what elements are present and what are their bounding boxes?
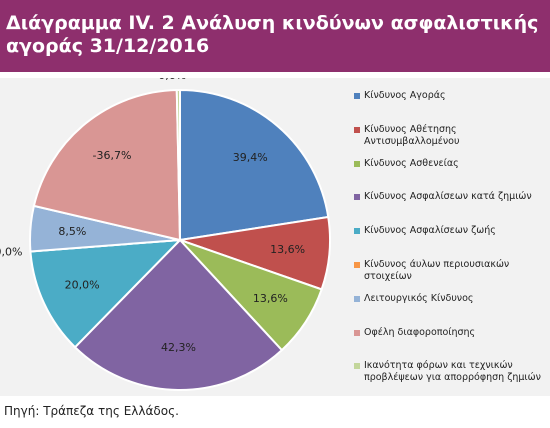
pie-slice: [32, 89, 182, 242]
legend-label: Ικανότητα φόρων και τεχνικών προβλέψεων …: [364, 360, 541, 384]
data-label: -36,7%: [92, 149, 131, 162]
source: Πηγή: Τράπεζα της Ελλάδος.: [4, 404, 179, 418]
data-label: 13,6%: [253, 292, 288, 305]
data-label: 42,3%: [161, 341, 196, 354]
data-label: 20,0%: [65, 279, 100, 292]
data-label: 39,4%: [233, 151, 268, 164]
legend-label: Οφέλη διαφοροποίησης: [364, 326, 476, 338]
pie-slice: [73, 238, 284, 391]
plot-area: 39,4% 13,6% 13,6% 42,3% 20,0% 0,0% 8,5% -36,7% -…: [0, 78, 550, 396]
pie-slice: [29, 238, 183, 349]
legend-label: Κίνδυνος Ασφαλίσεων κατά ζημιών: [364, 191, 532, 203]
legend-swatch: [354, 262, 360, 268]
pie-slice: [179, 88, 330, 242]
legend-label: Κίνδυνος Ασφαλίσεων ζωής: [364, 225, 496, 237]
legend-label: Κίνδυνος Ασθενείας: [364, 157, 459, 169]
legend-swatch: [354, 93, 360, 99]
data-label: 13,6%: [270, 243, 305, 256]
legend-label: Λειτουργικός Κίνδυνος: [364, 292, 474, 304]
legend-swatch: [354, 295, 360, 302]
pie: 39,4% 13,6% 13,6% 42,3% 20,0% 0,0% 8,5% -36,7% -…: [0, 78, 331, 391]
legend-label: Κίνδυνος Αγοράς: [364, 90, 446, 101]
legend-swatch: [354, 194, 360, 201]
legend-swatch: [354, 228, 360, 235]
legend-label: Κίνδυνος άυλων περιουσιακών στοιχείων: [364, 259, 510, 282]
legend-swatch: [354, 126, 360, 133]
legend-swatch: [354, 160, 360, 167]
data-label: 8,5%: [58, 225, 86, 238]
legend-label: Κίνδυνος Αθέτησης Αντισυμβαλλομένου: [364, 123, 460, 147]
pie-slice: [175, 88, 181, 241]
data-label: -0,6%: [154, 78, 186, 82]
legend-swatch: [354, 363, 360, 370]
chart-title: Διάγραμμα IV. 2 Ανάλυση κινδύνων ασφαλισ…: [0, 0, 550, 72]
data-label: 0,0%: [0, 246, 22, 259]
legend-swatch: [354, 329, 360, 336]
